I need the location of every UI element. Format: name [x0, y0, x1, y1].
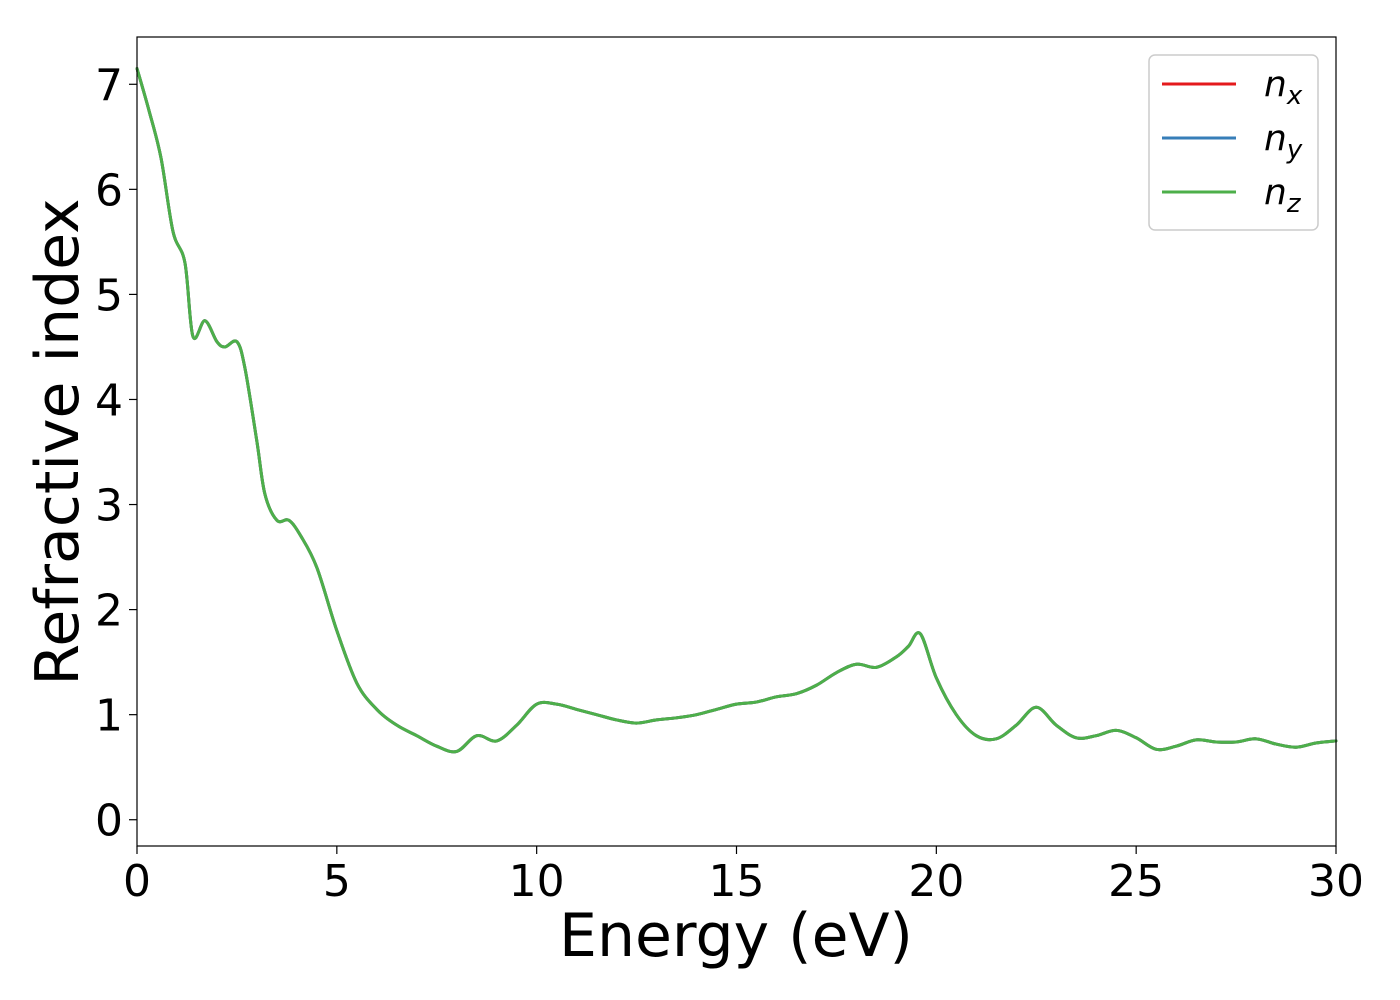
series-line-nz	[135, 67, 1338, 754]
y-tick-label: 5	[95, 270, 123, 321]
y-tick-label: 3	[95, 481, 123, 532]
x-tick-label: 15	[709, 856, 765, 907]
axis-ticks: 0 5 10 15 20 25 30 0 1 2 3 4 5 6 7	[95, 60, 1364, 907]
y-tick-label: 0	[95, 796, 123, 847]
y-tick-label: 7	[95, 60, 123, 111]
x-tick-label: 25	[1108, 856, 1164, 907]
y-axis-label: Refractive index	[23, 198, 93, 685]
y-tick-label: 1	[95, 691, 123, 742]
y-tick-label: 4	[95, 375, 123, 426]
legend-label-ny: ny	[1264, 118, 1303, 165]
x-axis-label: Energy (eV)	[559, 901, 913, 971]
legend-label-nx: nx	[1264, 64, 1303, 111]
x-tick-label: 5	[323, 856, 351, 907]
x-tick-label: 20	[908, 856, 964, 907]
y-tick-label: 2	[95, 586, 123, 637]
legend: nx ny nz	[1148, 54, 1319, 231]
series-layer	[135, 67, 1338, 754]
x-tick-label: 10	[509, 856, 565, 907]
x-tick-label: 30	[1308, 856, 1364, 907]
legend-box	[1148, 54, 1319, 231]
y-tick-label: 6	[95, 165, 123, 216]
x-tick-label: 0	[123, 856, 151, 907]
legend-label-nz: nz	[1264, 172, 1302, 219]
